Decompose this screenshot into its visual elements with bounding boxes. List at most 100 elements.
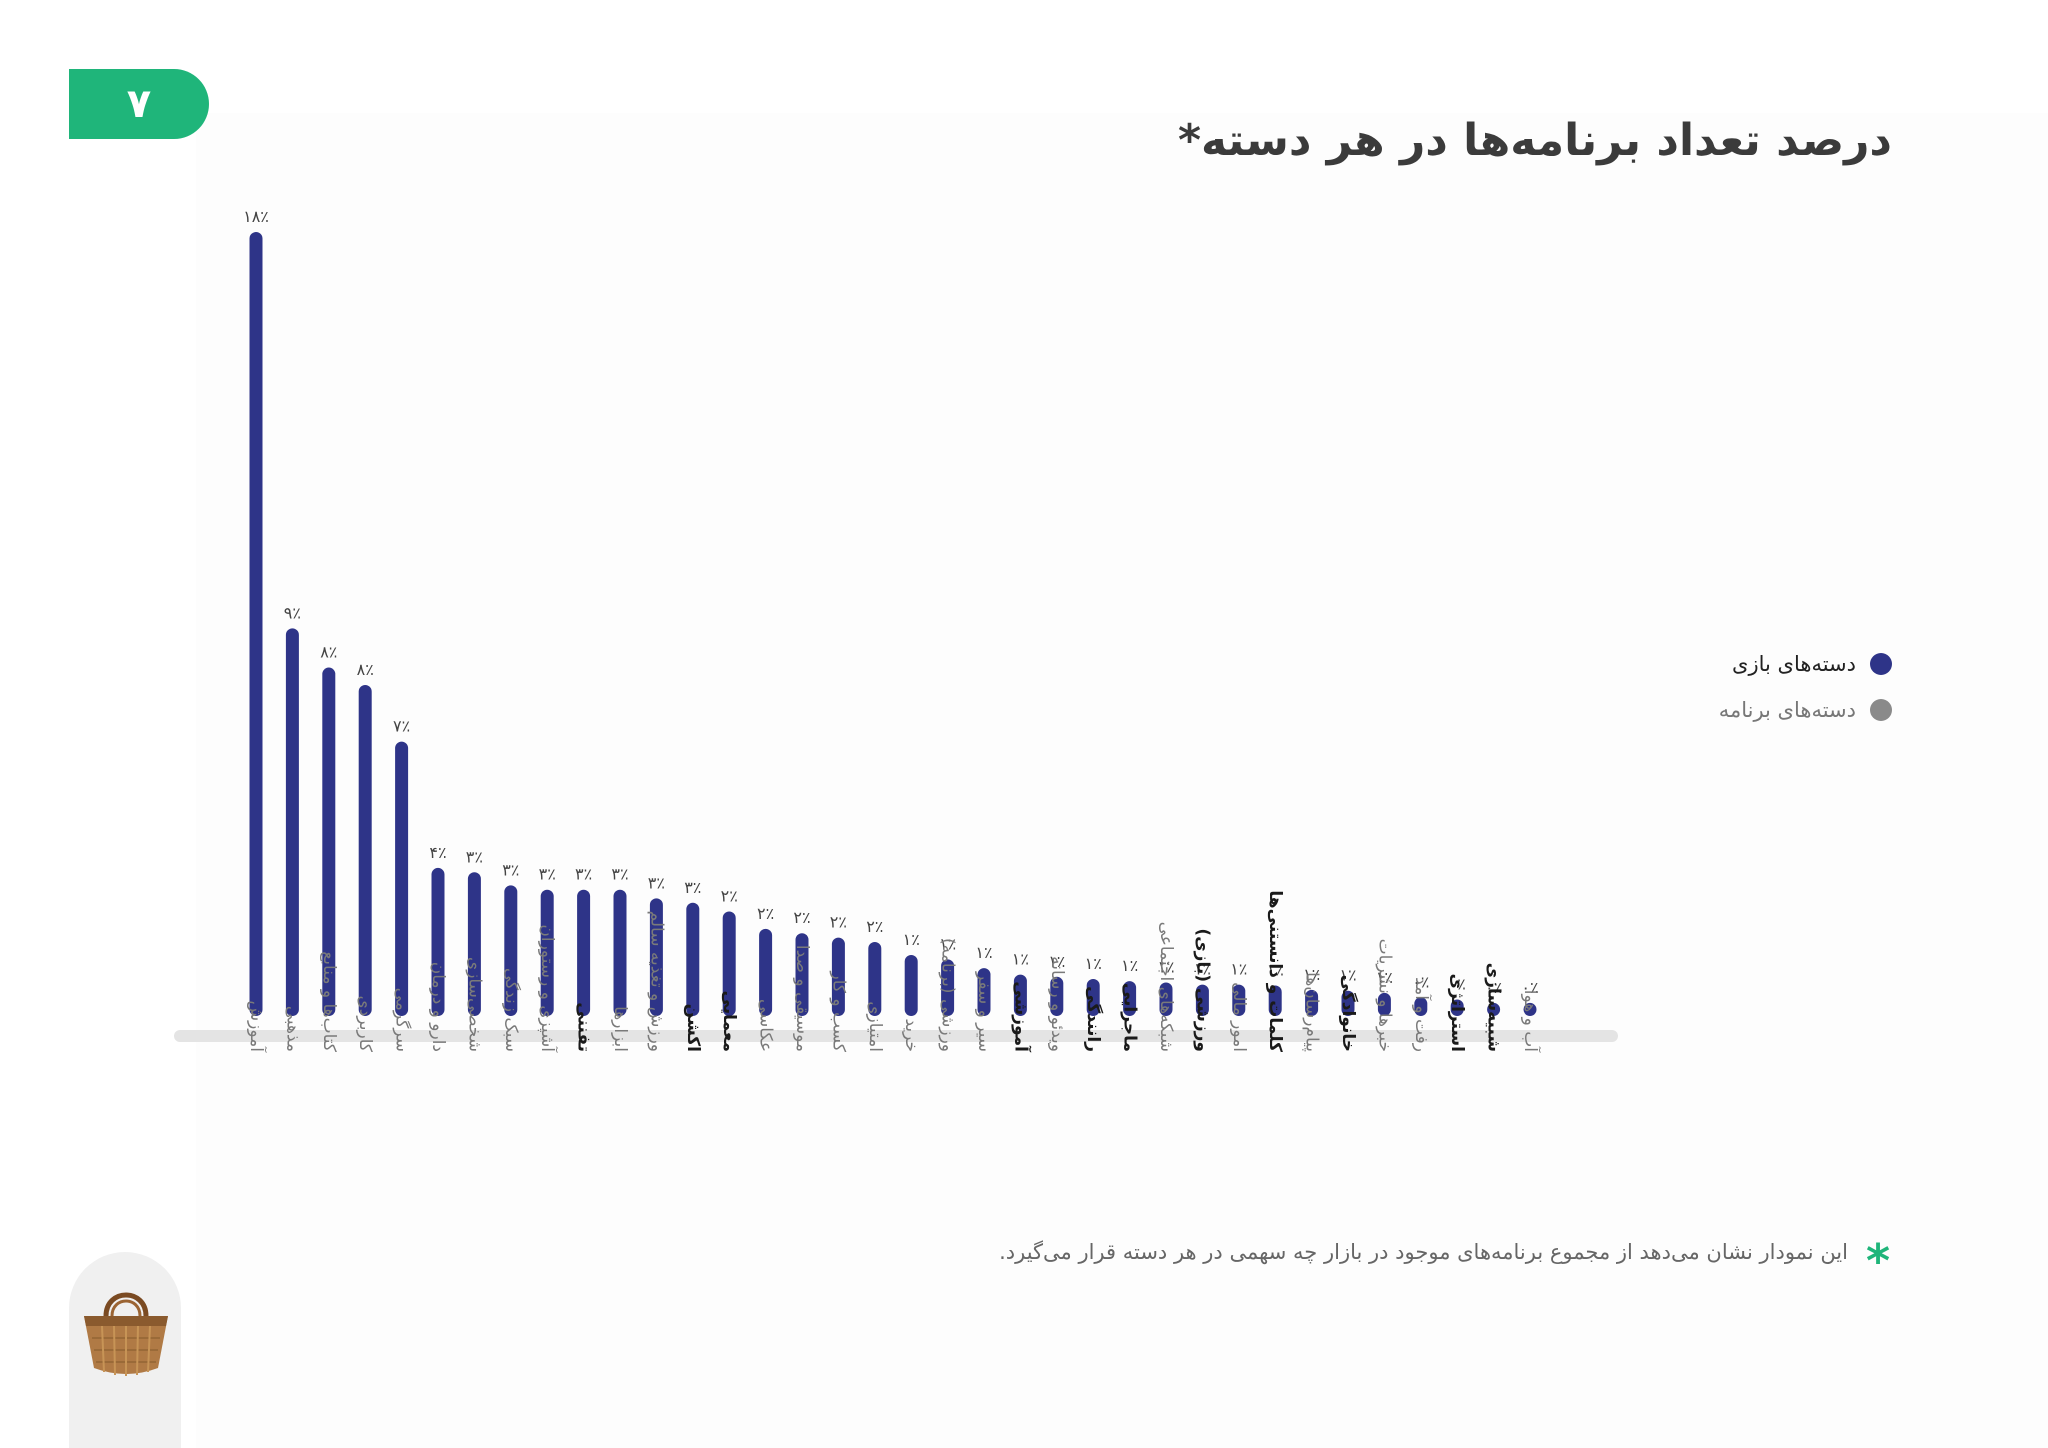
category-label: ورزش و تغذیه سالم — [646, 911, 666, 1052]
category-label: آموزش — [246, 1000, 268, 1053]
bar-value-label: ۳٪ — [575, 865, 592, 884]
bar — [649, 898, 663, 1016]
bar-value-label: ۱٪ — [1121, 956, 1138, 975]
bar-value-label: ۱٪ — [1303, 965, 1320, 984]
bar — [285, 628, 299, 1016]
bar — [1414, 997, 1428, 1016]
bar-value-label: ۱٪ — [1194, 960, 1211, 979]
bar-value-label: ۷٪ — [393, 717, 410, 736]
bar — [322, 667, 336, 1016]
bar-value-label: ۲٪ — [793, 908, 810, 927]
category-label: ورزشی (بازی) — [1192, 928, 1212, 1052]
category-label: سبک زندگی — [501, 968, 522, 1052]
category-label: کتاب‌ها و منابع — [319, 951, 339, 1053]
category-label: شبیه‌سازی — [1484, 963, 1504, 1052]
bar — [358, 684, 372, 1016]
bar-value-label: ۰٪ — [1412, 972, 1429, 991]
category-label: ماجرایی — [1120, 983, 1140, 1052]
bar — [431, 867, 445, 1016]
bar — [540, 889, 554, 1016]
category-label: پیام‌رسان‌ها — [1302, 972, 1322, 1052]
category-label: ویدئو و رسانه — [1047, 956, 1067, 1052]
bar-value-label: ۱٪ — [1012, 950, 1029, 969]
legend-item-games: دسته‌های بازی — [1732, 652, 1892, 676]
page-number-badge: ۷ — [69, 69, 209, 139]
bar-value-label: ۱٪ — [1048, 952, 1065, 971]
category-label: موسیقی و صدا — [792, 945, 812, 1052]
bar-value-label: ۳٪ — [502, 860, 519, 879]
bar-value-label: ۹٪ — [284, 603, 301, 622]
bar — [613, 889, 627, 1016]
bar-value-label: ۱۸٪ — [243, 207, 269, 226]
bar — [1013, 974, 1027, 1016]
category-label: شخصی‌سازی — [464, 957, 484, 1052]
bar-value-label: ۱٪ — [1230, 960, 1247, 979]
bar-value-label: ۱٪ — [1267, 961, 1284, 980]
category-label: کسب و کار — [828, 971, 848, 1053]
bar-value-label: ۰٪ — [1485, 978, 1502, 997]
category-label: سیر و سفر — [974, 971, 994, 1052]
category-label: امتیازی — [865, 1001, 885, 1052]
category-label: خانوادگی — [1338, 975, 1359, 1052]
bar-value-label: ۳٪ — [684, 878, 701, 897]
bar — [1159, 982, 1173, 1016]
category-label: ورزشی (برنامه) — [938, 938, 958, 1052]
category-label: خبرها و نشریات — [1374, 939, 1394, 1052]
bar — [1487, 1002, 1501, 1016]
category-label: آشپزی و رستوران — [537, 924, 559, 1053]
bar — [577, 889, 591, 1016]
bar — [1450, 999, 1464, 1016]
bar-value-label: ۱٪ — [1376, 968, 1393, 987]
bar — [1232, 984, 1246, 1016]
bar-value-label: ۱٪ — [1085, 954, 1102, 973]
footnote-star-icon: * — [1865, 1234, 1890, 1288]
category-label: عکاسی — [756, 999, 776, 1052]
bar — [1305, 989, 1319, 1016]
legend-label-games: دسته‌های بازی — [1732, 652, 1856, 676]
category-label: کاربردی — [355, 996, 375, 1053]
bar — [831, 937, 845, 1016]
category-label: رانندگی — [1083, 986, 1104, 1052]
chart-title: درصد تعداد برنامه‌ها در هر دسته* — [1177, 115, 1892, 166]
bar — [868, 941, 882, 1016]
bar — [977, 968, 991, 1016]
bar — [1377, 992, 1391, 1016]
bar-value-label: ۴٪ — [429, 843, 446, 862]
legend-dot-games — [1870, 653, 1892, 675]
bar — [249, 232, 263, 1016]
bar — [1268, 985, 1282, 1016]
bar-value-label: ۱٪ — [903, 930, 920, 949]
bar-value-label: ۸٪ — [320, 643, 337, 662]
bar — [1195, 984, 1209, 1016]
bar — [1086, 978, 1100, 1016]
bar-value-label: ۲٪ — [830, 913, 847, 932]
bar — [722, 911, 736, 1016]
bar — [795, 933, 809, 1016]
bar-value-label: ۱٪ — [939, 934, 956, 953]
bar-value-label: ۰٪ — [1449, 974, 1466, 993]
category-label: ابزارها — [610, 1006, 630, 1052]
bar — [759, 928, 773, 1016]
bar-value-label: ۳٪ — [466, 847, 483, 866]
legend-item-apps: دسته‌های برنامه — [1719, 698, 1892, 722]
bar — [1341, 990, 1355, 1016]
bar-value-label: ۱٪ — [975, 943, 992, 962]
footnote-text: این نمودار نشان می‌دهد از مجموع برنامه‌ه… — [999, 1240, 1848, 1264]
bar — [686, 902, 700, 1016]
bar-value-label: ۲٪ — [721, 886, 738, 905]
category-label: استراتژی — [1447, 974, 1467, 1052]
category-label: خرید — [901, 1018, 921, 1052]
bar — [504, 885, 518, 1016]
category-label: دارو و درمان — [428, 962, 448, 1052]
bar-value-label: ۳٪ — [611, 865, 628, 884]
category-label: شبکه‌های اجتماعی — [1156, 922, 1176, 1052]
bars-layer: ۱۸٪ آموزش ۹٪ مذهبی ۸٪ کتاب‌ها و منابع ۸٪ کاربرد… — [243, 207, 1542, 1053]
chart-panel — [196, 113, 2048, 1448]
category-label: امور مالی — [1229, 982, 1249, 1052]
basket-icon — [84, 1292, 168, 1376]
bar-value-label: ۰٪ — [1521, 978, 1538, 997]
bar-value-label: ۲٪ — [757, 904, 774, 923]
bar — [1523, 1002, 1537, 1016]
category-label: معمایی — [719, 991, 739, 1052]
